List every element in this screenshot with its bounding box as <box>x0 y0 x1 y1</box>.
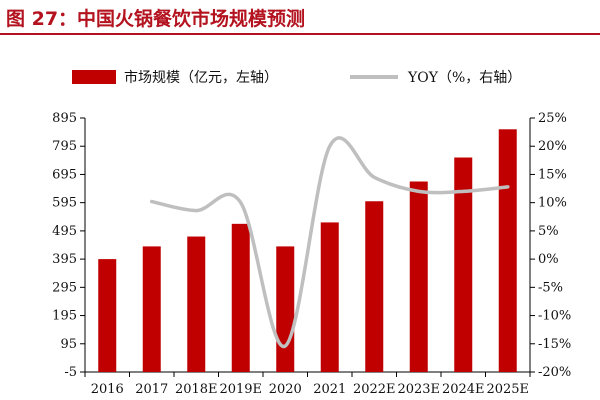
bar-2024E <box>454 157 473 372</box>
right-tick-label: -20% <box>538 365 571 380</box>
bar-series <box>98 129 517 372</box>
right-tick-label: 10% <box>538 196 567 211</box>
left-tick-label: 395 <box>52 252 77 267</box>
bar-2022E <box>365 201 384 372</box>
x-tick-label: 2022E <box>353 382 396 397</box>
left-tick-label: -5 <box>64 365 77 380</box>
x-tick-label: 2019E <box>219 382 262 397</box>
legend-bar-swatch <box>72 70 116 84</box>
tick-labels: 895 795 695 595 495 395 295 195 95 -5 25% 20% 15% 10%… <box>52 111 571 397</box>
bar-2020 <box>276 246 295 372</box>
bar-2019E <box>231 223 250 372</box>
yoy-line-series <box>150 136 510 348</box>
left-tick-label: 95 <box>60 337 77 352</box>
legend: 市场规模（亿元，左轴） YOY（%，右轴） <box>72 69 521 86</box>
yoy-line <box>150 136 510 348</box>
right-tick-label: 0% <box>538 252 559 267</box>
left-tick-label: 795 <box>52 139 77 154</box>
x-tick-label: 2017 <box>135 382 168 397</box>
x-tick-label: 2025E <box>486 382 529 397</box>
x-tick-label: 2020 <box>269 382 302 397</box>
left-tick-label: 195 <box>52 309 77 324</box>
left-tick-label: 295 <box>52 280 77 295</box>
right-tick-label: -10% <box>538 309 571 324</box>
right-tick-label: 20% <box>538 139 567 154</box>
bar-2016 <box>98 259 117 372</box>
bar-2023E <box>409 181 428 372</box>
x-tick-label: 2021 <box>313 382 346 397</box>
right-tick-label: 25% <box>538 111 567 126</box>
x-tick-label: 2016 <box>91 382 124 397</box>
right-tick-label: -5% <box>538 280 563 295</box>
legend-bar-label: 市场规模（亿元，左轴） <box>124 69 278 86</box>
left-tick-label: 595 <box>52 196 77 211</box>
bar-2017 <box>142 246 161 372</box>
bar-2025E <box>498 129 517 372</box>
title-bar: 图 27：中国火锅餐饮市场规模预测 <box>0 0 600 35</box>
bar-2021 <box>320 222 339 372</box>
left-tick-label: 695 <box>52 167 77 182</box>
right-tick-label: -15% <box>538 337 571 352</box>
x-tick-label: 2018E <box>175 382 218 397</box>
legend-line-label: YOY（%，右轴） <box>407 70 521 86</box>
left-tick-label: 495 <box>52 224 77 239</box>
left-tick-label: 895 <box>52 111 77 126</box>
right-tick-label: 5% <box>538 224 559 239</box>
x-tick-label: 2023E <box>397 382 440 397</box>
title-underline <box>0 33 600 35</box>
bar-2018E <box>187 236 206 372</box>
x-tick-label: 2024E <box>442 382 485 397</box>
right-tick-label: 15% <box>538 167 567 182</box>
chart-title: 图 27：中国火锅餐饮市场规模预测 <box>6 8 306 30</box>
